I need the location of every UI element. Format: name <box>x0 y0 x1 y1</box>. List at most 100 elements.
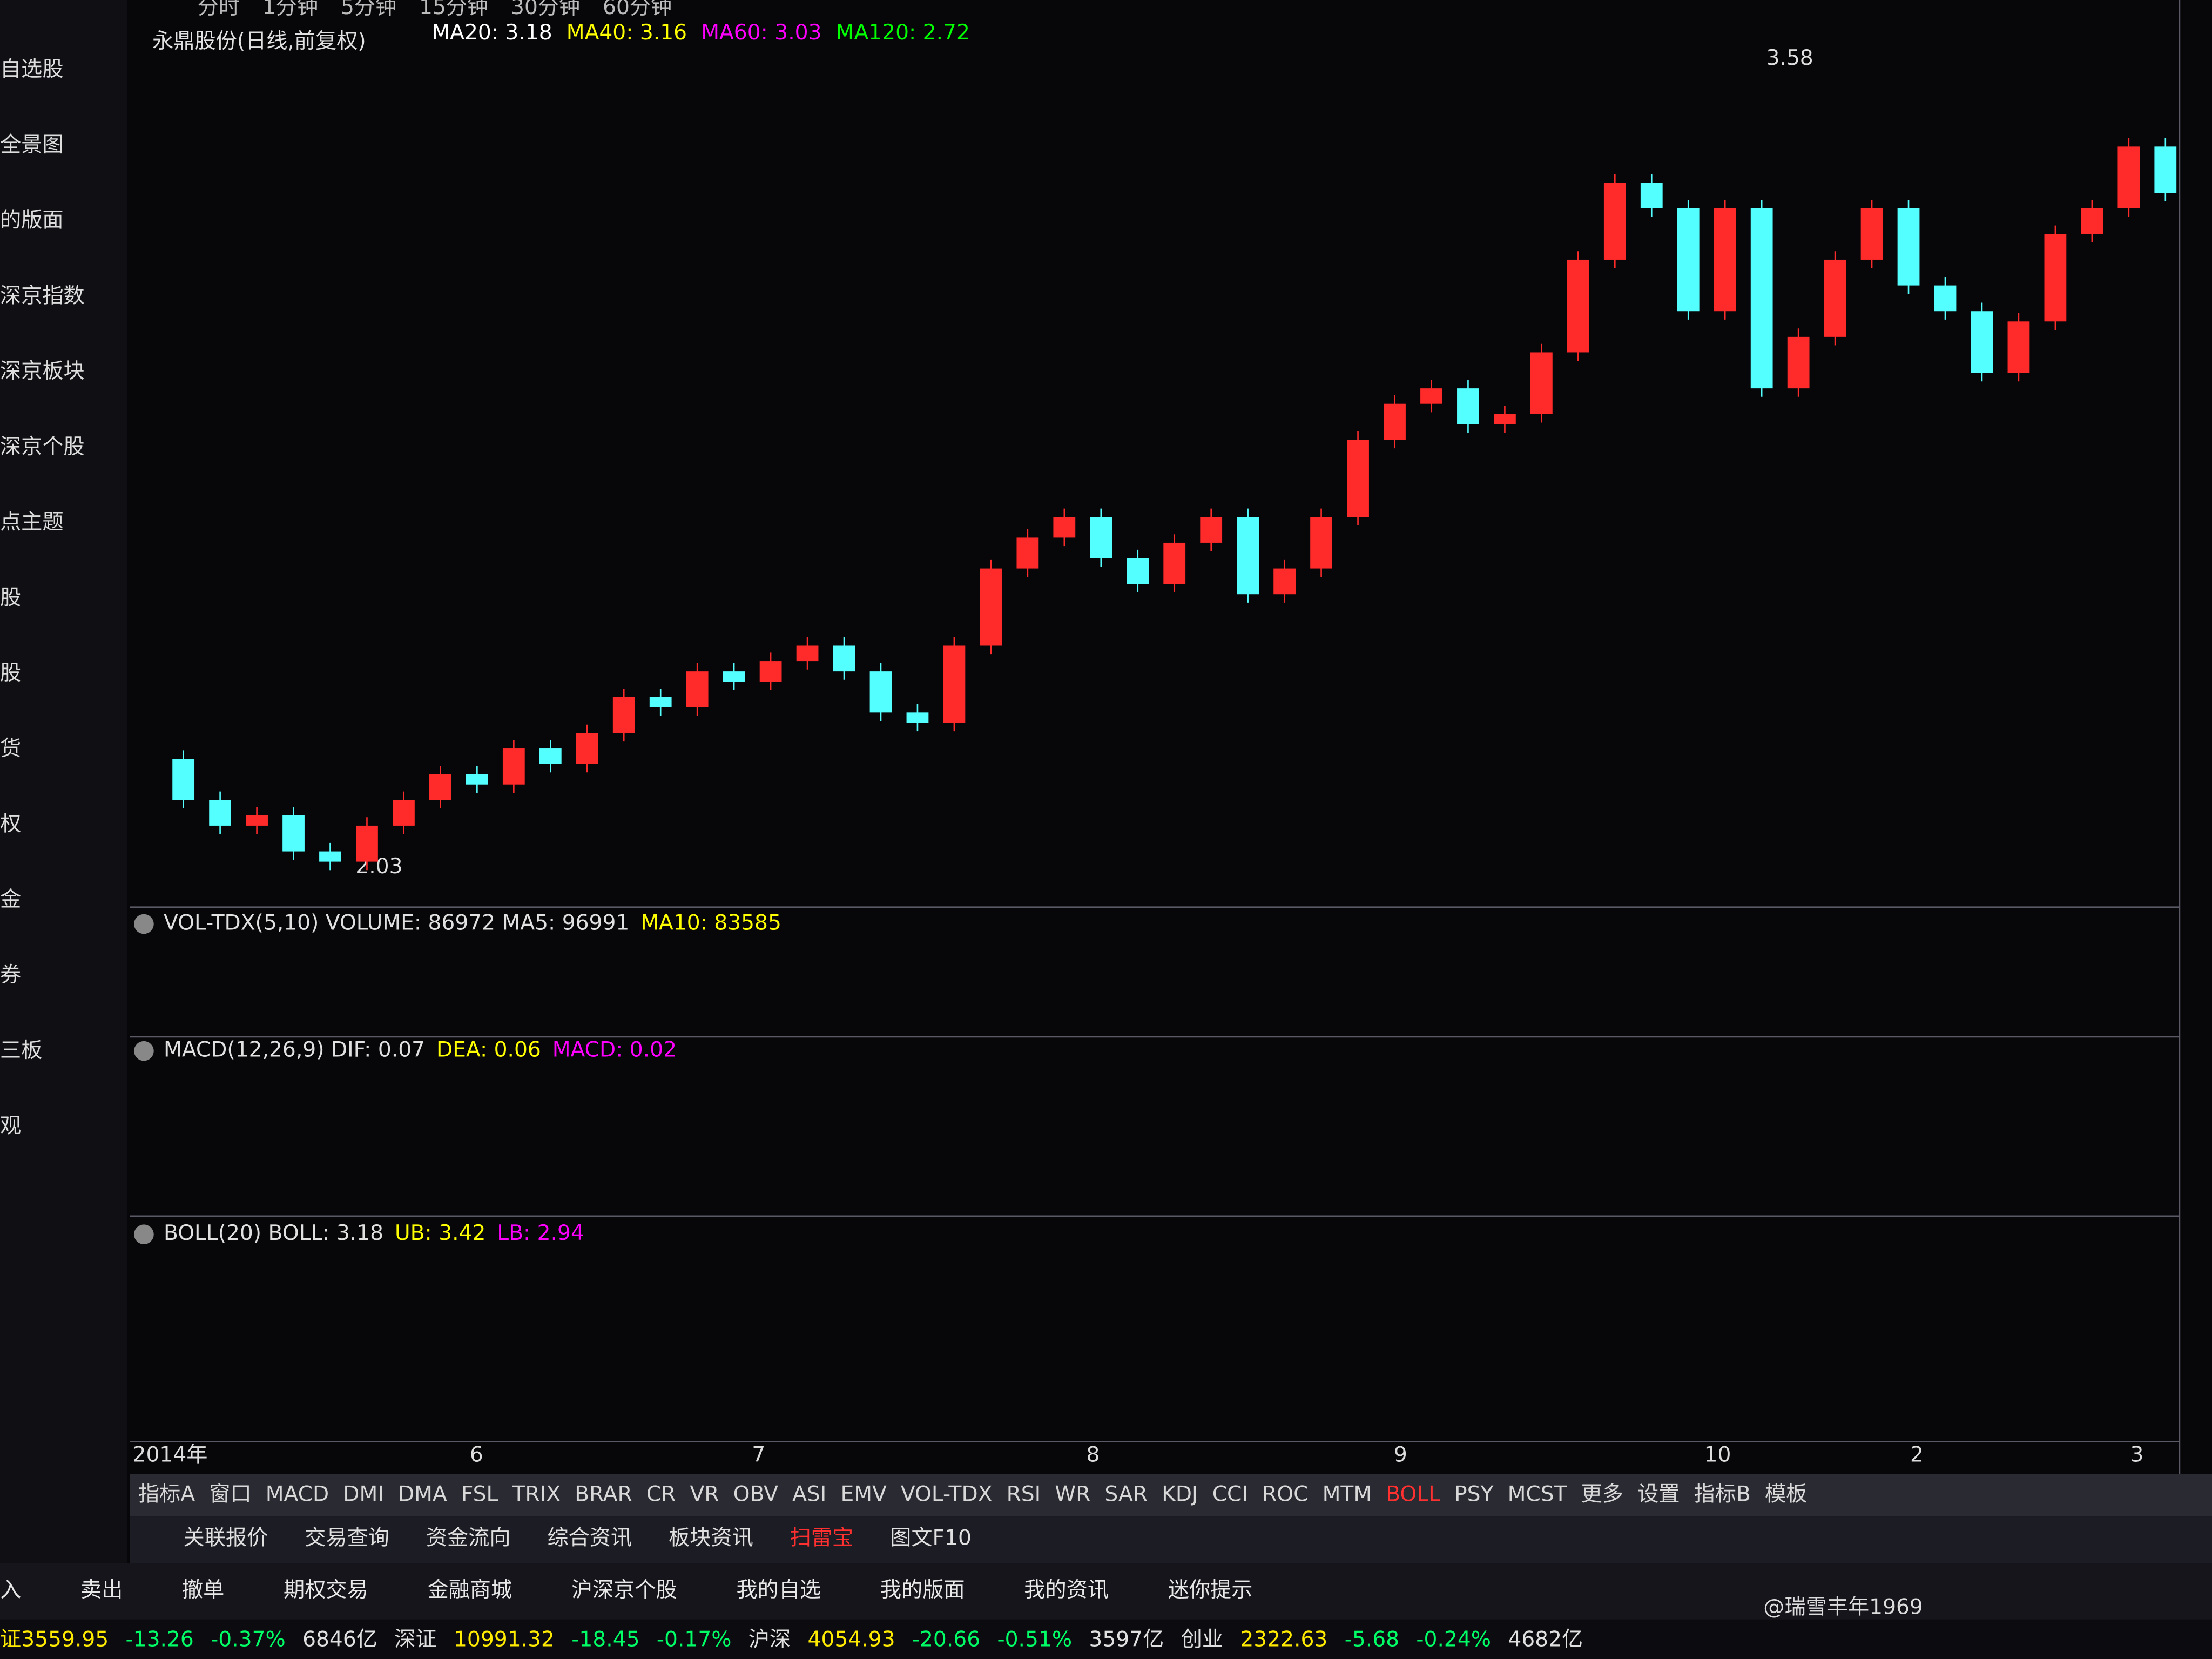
sidebar-item[interactable]: 股 <box>0 661 21 685</box>
indicator-tab[interactable]: RSI <box>1007 1482 1041 1506</box>
indicator-tab[interactable]: ROC <box>1262 1482 1308 1506</box>
action-button[interactable]: 我的资讯 <box>1024 1578 1109 1602</box>
panel-label: MACD: 0.02 <box>552 1038 677 1062</box>
action-button[interactable]: 金融商城 <box>427 1578 512 1602</box>
sidebar-item[interactable]: 自选股 <box>0 57 64 82</box>
indicator-tab[interactable]: TRIX <box>512 1482 561 1506</box>
indicator-tab[interactable]: ASI <box>792 1482 826 1506</box>
action-button[interactable]: 沪深京个股 <box>571 1578 677 1602</box>
candle <box>1567 259 1589 353</box>
action-button[interactable]: 卖出 <box>80 1578 123 1602</box>
candle <box>1200 517 1223 543</box>
sidebar-item[interactable]: 深京个股 <box>0 435 85 459</box>
indicator-tab[interactable]: CR <box>646 1482 676 1506</box>
toolbar-button[interactable]: 交易查询 <box>305 1526 389 1550</box>
x-axis-label: 10 <box>1704 1442 1731 1467</box>
candle <box>1750 208 1773 389</box>
indicator-tab[interactable]: 设置 <box>1637 1482 1680 1506</box>
x-axis-label: 2 <box>1910 1442 1924 1467</box>
sidebar-item[interactable]: 三板 <box>0 1038 42 1063</box>
status-item: -20.66 <box>912 1628 980 1652</box>
status-item: -18.45 <box>571 1628 639 1652</box>
period-tab[interactable]: 30分钟 <box>511 0 580 19</box>
toolbar-button[interactable]: 图文F10 <box>890 1526 972 1550</box>
indicator-tab[interactable]: MTM <box>1323 1482 1372 1506</box>
candle <box>502 748 525 785</box>
action-button[interactable]: 我的版面 <box>880 1578 965 1602</box>
candle <box>1127 558 1149 584</box>
x-axis-label: 2014年 <box>133 1442 208 1467</box>
period-tab[interactable]: 15分钟 <box>419 0 488 19</box>
indicator-tab[interactable]: 指标B <box>1694 1482 1751 1506</box>
panel-label: MACD(12,26,9) DIF: 0.07 <box>164 1038 425 1062</box>
sidebar-item[interactable]: 观 <box>0 1114 21 1138</box>
indicator-tab[interactable]: VOL-TDX <box>901 1482 993 1506</box>
indicator-tab[interactable]: EMV <box>840 1482 887 1506</box>
indicator-tab[interactable]: FSL <box>461 1482 498 1506</box>
action-button[interactable]: 迷你提示 <box>1168 1578 1253 1602</box>
indicator-tab[interactable]: MACD <box>266 1482 329 1506</box>
indicator-tab[interactable]: PSY <box>1454 1482 1493 1506</box>
status-item: 4682亿 <box>1508 1628 1583 1652</box>
candle <box>1163 542 1186 584</box>
period-tab[interactable]: 5分钟 <box>341 0 396 19</box>
indicator-tab[interactable]: KDJ <box>1162 1482 1198 1506</box>
ma-legend: MA40: 3.16 <box>567 21 687 45</box>
sidebar-item[interactable]: 金 <box>0 887 21 912</box>
candle <box>576 733 598 764</box>
indicator-tab[interactable]: SAR <box>1104 1482 1148 1506</box>
sidebar-item[interactable]: 股 <box>0 585 21 610</box>
candle <box>943 645 966 723</box>
candle <box>833 645 855 672</box>
sidebar-item[interactable]: 券 <box>0 963 21 987</box>
indicator-tab[interactable]: BRAR <box>575 1482 632 1506</box>
indicator-tab[interactable]: 更多 <box>1581 1482 1623 1506</box>
candle <box>649 697 672 707</box>
period-tab[interactable]: 分时 <box>198 0 240 19</box>
candle <box>1090 517 1112 558</box>
candle <box>906 712 929 723</box>
sidebar-item[interactable]: 深京指数 <box>0 284 85 308</box>
sidebar-item[interactable]: 全景图 <box>0 133 64 157</box>
sidebar-item[interactable]: 的版面 <box>0 208 64 233</box>
period-tab[interactable]: 60分钟 <box>603 0 672 19</box>
sidebar-item[interactable]: 货 <box>0 737 21 761</box>
toolbar-button[interactable]: 综合资讯 <box>547 1526 632 1550</box>
action-button[interactable]: 入 <box>0 1578 21 1602</box>
candle <box>1530 352 1553 414</box>
x-axis-label: 9 <box>1394 1442 1407 1467</box>
candle <box>1347 440 1369 517</box>
toolbar-button[interactable]: 板块资讯 <box>669 1526 753 1550</box>
action-button[interactable]: 撤单 <box>182 1578 224 1602</box>
sidebar-item[interactable]: 深京板块 <box>0 359 85 383</box>
action-button[interactable]: 我的自选 <box>736 1578 821 1602</box>
indicator-tab[interactable]: BOLL <box>1386 1482 1440 1506</box>
indicator-tab[interactable]: DMI <box>343 1482 384 1506</box>
indicator-tab[interactable]: 窗口 <box>209 1482 251 1506</box>
panel-label: BOLL(20) BOLL: 3.18 <box>164 1221 383 1245</box>
candle <box>759 661 782 682</box>
indicator-tab[interactable]: CCI <box>1212 1482 1248 1506</box>
toolbar-button[interactable]: 扫雷宝 <box>790 1526 854 1550</box>
indicator-tab[interactable]: 模板 <box>1765 1482 1807 1506</box>
indicator-tab[interactable]: DMA <box>398 1482 447 1506</box>
toolbar-button[interactable]: 资金流向 <box>426 1526 511 1550</box>
indicator-tab[interactable]: VR <box>690 1482 719 1506</box>
status-item: -5.68 <box>1345 1628 1399 1652</box>
action-button[interactable]: 期权交易 <box>284 1578 368 1602</box>
sidebar-item[interactable]: 权 <box>0 812 21 837</box>
toolbar-button[interactable]: 关联报价 <box>184 1526 268 1550</box>
candle <box>1457 388 1479 424</box>
high-label: 3.58 <box>1766 46 1813 70</box>
candle <box>869 671 892 713</box>
sidebar-item[interactable]: 点主题 <box>0 510 64 535</box>
indicator-tab[interactable]: OBV <box>733 1482 779 1506</box>
status-item: 证3559.95 <box>0 1628 109 1652</box>
indicator-tab[interactable]: WR <box>1055 1482 1090 1506</box>
candle <box>466 774 488 785</box>
candle <box>1787 336 1810 389</box>
indicator-tab[interactable]: 指标A <box>138 1482 195 1506</box>
indicator-tab[interactable]: MCST <box>1508 1482 1568 1506</box>
period-tab[interactable]: 1分钟 <box>262 0 318 19</box>
ma-legend: MA20: 3.18 <box>431 21 552 45</box>
